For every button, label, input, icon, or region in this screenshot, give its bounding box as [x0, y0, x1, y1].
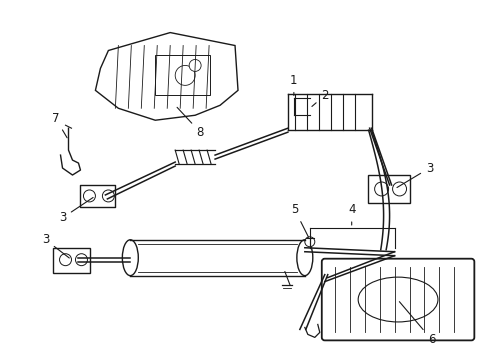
Circle shape: [189, 59, 201, 71]
Text: 2: 2: [311, 89, 328, 107]
Circle shape: [60, 254, 71, 266]
Circle shape: [304, 237, 314, 247]
FancyBboxPatch shape: [321, 259, 473, 340]
Bar: [367, 175, 408, 203]
Text: 5: 5: [290, 203, 308, 237]
Text: 8: 8: [177, 107, 203, 139]
Circle shape: [102, 190, 114, 202]
Ellipse shape: [122, 240, 138, 276]
Text: 6: 6: [399, 302, 434, 346]
Bar: [81, 185, 115, 207]
Ellipse shape: [296, 240, 312, 276]
Circle shape: [374, 182, 388, 196]
Ellipse shape: [357, 277, 437, 322]
Text: 3: 3: [59, 198, 93, 224]
Circle shape: [392, 182, 406, 196]
Text: 4: 4: [347, 203, 355, 225]
Text: 3: 3: [396, 162, 432, 188]
Bar: [155, 55, 210, 95]
Circle shape: [175, 66, 195, 85]
Polygon shape: [95, 32, 238, 120]
Text: 1: 1: [289, 74, 297, 95]
Text: 3: 3: [42, 233, 69, 258]
Circle shape: [83, 190, 95, 202]
Circle shape: [75, 254, 87, 266]
Bar: [52, 248, 90, 273]
Text: 7: 7: [52, 112, 67, 138]
